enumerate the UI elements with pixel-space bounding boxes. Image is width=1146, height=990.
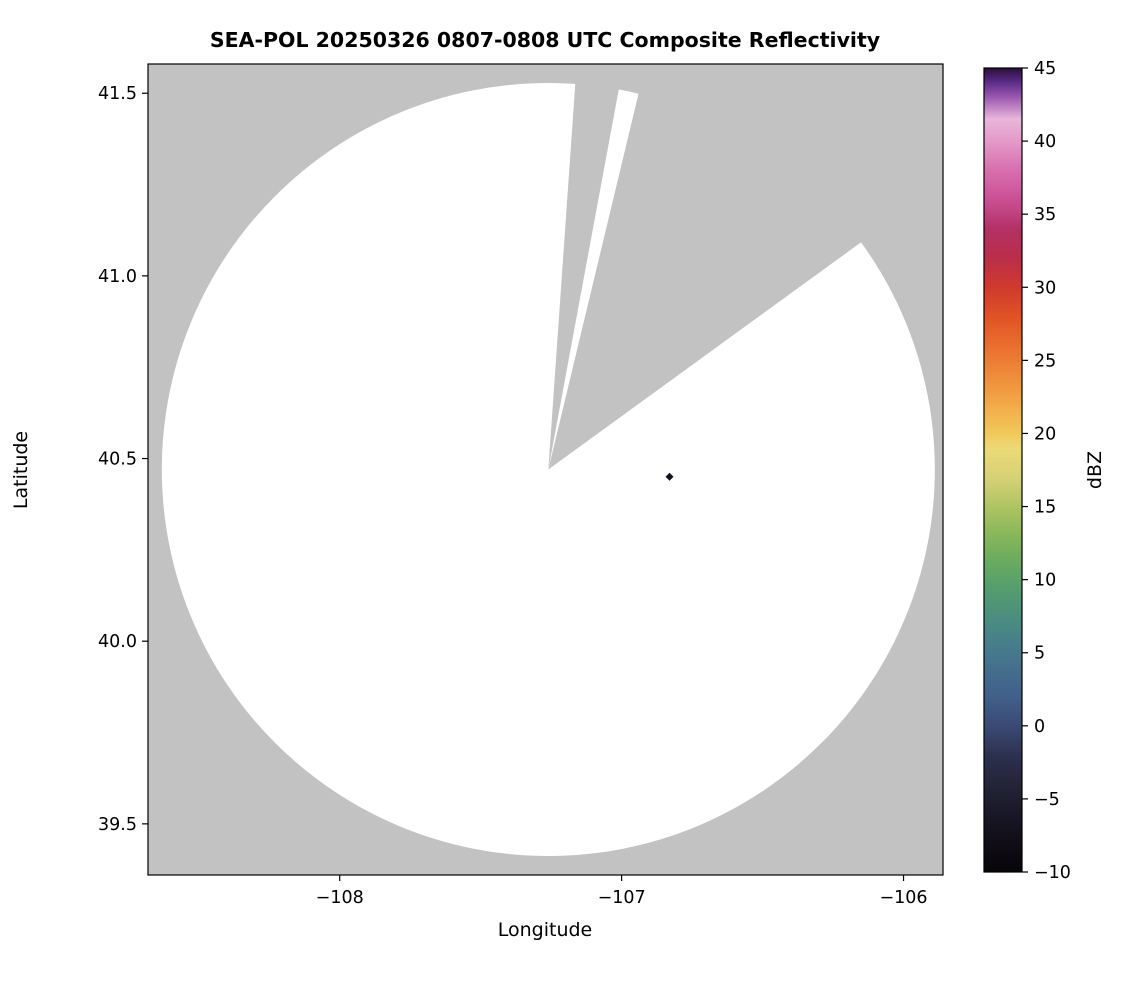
- colorbar-tick-label: 10: [1034, 571, 1056, 591]
- colorbar: 45 40 35 30 25 20 15 10 5 0 −5 −10: [983, 59, 1071, 883]
- colorbar-tick-label: 5: [1034, 644, 1045, 664]
- colorbar-tick-label: 25: [1034, 351, 1056, 371]
- chart-title: SEA-POL 20250326 0807-0808 UTC Composite…: [210, 28, 880, 52]
- colorbar-tick-label: 40: [1034, 132, 1056, 152]
- x-tick-label: −108: [316, 888, 364, 908]
- blocked-sector: [548, 83, 619, 470]
- y-tick-label: 40.5: [98, 450, 137, 470]
- colorbar-tick-label: 0: [1034, 717, 1045, 737]
- colorbar-gradient: [983, 67, 1023, 873]
- x-tick-label: −106: [879, 888, 927, 908]
- plot-area: [148, 64, 943, 875]
- colorbar-tick-label: 15: [1034, 498, 1056, 518]
- colorbar-tick-label: −5: [1034, 790, 1060, 810]
- echo-point: [665, 472, 674, 481]
- colorbar-tick-label: 30: [1034, 278, 1056, 298]
- blocked-sector: [548, 92, 862, 470]
- colorbar-tick-label: −10: [1034, 863, 1071, 883]
- y-tick-label: 40.0: [98, 632, 137, 652]
- colorbar-tick-label: 20: [1034, 424, 1056, 444]
- y-axis-label: Latitude: [10, 431, 32, 509]
- axes: −108 −107 −106 39.5 40.0 40.5 41.0 41.5: [98, 63, 944, 908]
- x-axis-label: Longitude: [498, 919, 593, 941]
- y-tick-label: 39.5: [98, 815, 137, 835]
- plot-border: [147, 63, 944, 876]
- y-tick-label: 41.0: [98, 267, 137, 287]
- colorbar-label: dBZ: [1084, 451, 1106, 489]
- colorbar-tick-label: 45: [1034, 59, 1056, 79]
- colorbar-tick-label: 35: [1034, 205, 1056, 225]
- y-tick-label: 41.5: [98, 84, 137, 104]
- x-tick-label: −107: [598, 888, 646, 908]
